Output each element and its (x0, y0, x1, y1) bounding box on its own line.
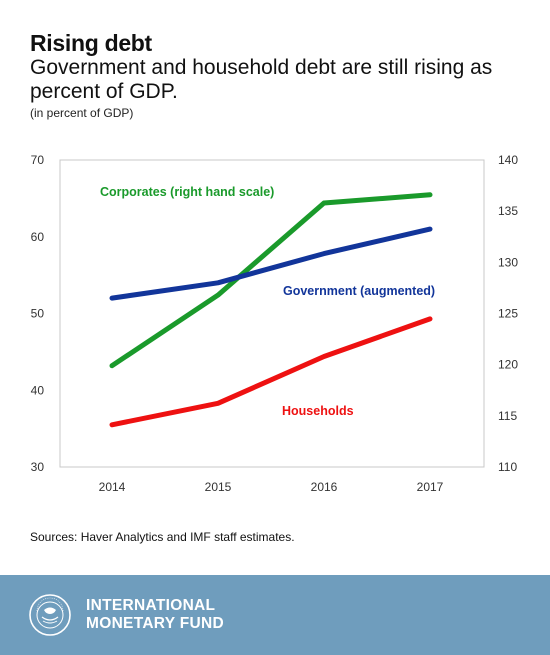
chart-subtitle: Government and household debt are still … (30, 56, 493, 103)
line-chart: 30 40 50 60 70 110 115 120 125 130 135 140 2014 2015 2… (31, 153, 519, 494)
footer-bar: INTERNATIONAL MONETARY FUND (0, 575, 550, 655)
series-line-3 (109, 316, 433, 428)
series-label: Corporates (right hand scale) (100, 185, 274, 199)
y-right-tick-label: 135 (498, 204, 518, 218)
series-line-1 (109, 192, 433, 369)
units-note: (in percent of GDP) (30, 106, 134, 120)
y-right-tick-label: 120 (498, 358, 518, 372)
y-left-tick-label: 60 (31, 230, 45, 244)
x-tick-label: 2017 (417, 480, 444, 494)
y-right-tick-label: 115 (498, 409, 517, 423)
x-tick-label: 2015 (205, 480, 232, 494)
y-right-tick-label: 110 (498, 460, 517, 474)
org-name-line1: INTERNATIONAL (86, 597, 216, 614)
y-left-tick-label: 70 (31, 153, 45, 167)
y-left-tick-label: 30 (31, 460, 45, 474)
y-right-tick-label: 125 (498, 307, 518, 321)
org-name-line2: MONETARY FUND (86, 615, 224, 632)
source-note: Sources: Haver Analytics and IMF staff e… (30, 530, 295, 544)
x-tick-label: 2014 (99, 480, 126, 494)
series-label: Households (282, 404, 354, 418)
chart-title: Rising debt (30, 30, 152, 56)
series-label: Government (augmented) (283, 284, 435, 298)
y-left-tick-label: 50 (31, 307, 45, 321)
y-left-tick-label: 40 (31, 383, 45, 397)
y-right-tick-label: 130 (498, 255, 518, 269)
series-line-2 (109, 226, 433, 301)
imf-seal-icon (29, 594, 71, 636)
x-tick-label: 2016 (311, 480, 338, 494)
plot-frame (59, 159, 485, 468)
y-right-tick-label: 140 (498, 153, 518, 167)
